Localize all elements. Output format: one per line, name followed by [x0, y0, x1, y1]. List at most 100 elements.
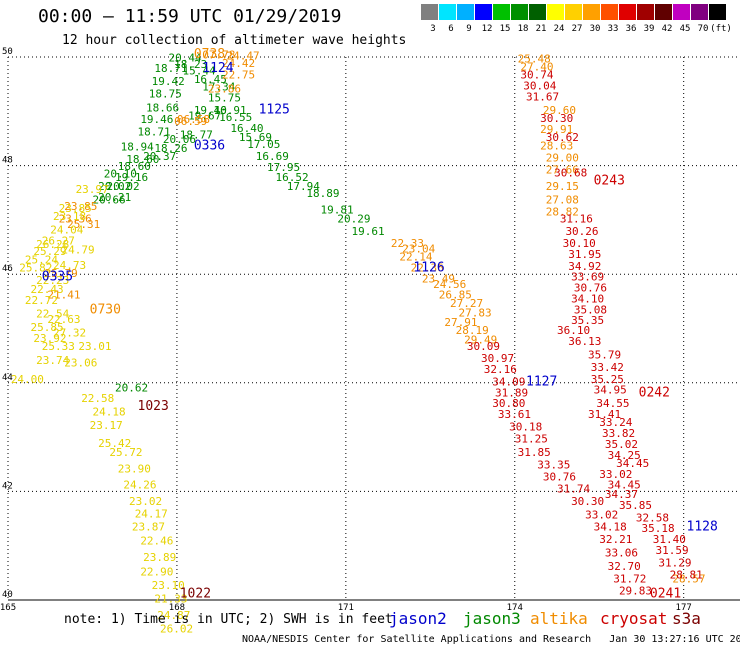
scale-swatch	[583, 4, 600, 20]
wave-height-label: 25.72	[109, 446, 142, 459]
scale-label: 33	[607, 24, 619, 34]
wave-height-label: 34.92	[568, 260, 601, 273]
wave-height-label: 19.40	[194, 104, 227, 117]
wave-height-label: 25.29	[33, 245, 66, 258]
pass-time-label: 0335	[42, 270, 73, 285]
scale-swatch	[493, 4, 510, 20]
scale-swatch	[457, 4, 474, 20]
wave-height-label: 30.76	[574, 282, 607, 295]
scale-swatch	[421, 4, 438, 20]
wave-height-label: 27.08	[546, 194, 579, 207]
credit-line: NOAA/NESDIS Center for Satellite Applica…	[242, 634, 740, 645]
scale-swatch	[547, 4, 564, 20]
wave-height-label: 32.58	[636, 511, 669, 524]
scale-swatch	[511, 4, 528, 20]
wave-height-label: 35.18	[641, 522, 674, 535]
wave-height-label: 28.82	[546, 206, 579, 219]
scale-swatch	[439, 4, 456, 20]
wave-height-label: 33.24	[599, 416, 632, 429]
wave-height-label: 28.57	[672, 573, 705, 586]
wave-height-label: 16.52	[275, 171, 308, 184]
pass-time-label: 1126	[413, 260, 444, 275]
wave-height-label: 06.58	[177, 113, 210, 126]
wave-height-label: 25.33	[42, 340, 75, 353]
scale-label: (ft)	[710, 24, 732, 34]
wave-height-label: 34.10	[571, 292, 604, 305]
wave-height-label: 27.32	[53, 327, 86, 340]
chart-title: 00:00 – 11:59 UTC 01/29/2019	[38, 6, 342, 27]
scale-label: 36	[625, 24, 637, 34]
legend-jason3: jason3	[463, 609, 521, 628]
wave-height-label: 35.79	[588, 348, 621, 361]
wave-height-label: 31.25	[515, 433, 548, 446]
wave-height-label: 23.85	[64, 200, 97, 213]
wave-height-label: 17.34	[202, 81, 235, 94]
wave-height-label: 35.85	[619, 499, 652, 512]
y-tick-label: 50	[2, 47, 13, 57]
wave-height-label: 30.30	[571, 495, 604, 508]
wave-height-label: 27.66	[546, 164, 579, 177]
y-tick-label: 46	[2, 264, 13, 274]
pass-time-label: 1127	[526, 375, 557, 390]
wave-height-label: 27.40	[520, 61, 553, 74]
scale-swatch	[565, 4, 582, 20]
pass-time-label: 1125	[259, 102, 290, 117]
wave-height-label: 20.06	[163, 133, 196, 146]
chart-subtitle: 12 hour collection of altimeter wave hei…	[62, 33, 407, 48]
pass-time-label: 1124	[202, 61, 233, 76]
wave-height-label: 22.23	[36, 274, 69, 287]
wave-height-label: 33.61	[498, 408, 531, 421]
pass-time-label: 0242	[639, 385, 670, 400]
wave-height-label: 29.15	[546, 180, 579, 193]
legend-jason2: jason2	[389, 609, 447, 628]
wave-height-label: 18.71	[138, 126, 171, 139]
wave-height-label: 26.02	[160, 623, 193, 636]
wave-height-label: 31.40	[653, 533, 686, 546]
wave-height-label: 23.10	[152, 579, 185, 592]
wave-height-label: 18.26	[154, 142, 187, 155]
wave-height-label: 22.58	[81, 392, 114, 405]
wave-height-label: 34.95	[594, 384, 627, 397]
wave-height-label: 22.63	[47, 313, 80, 326]
wave-height-label: 30.18	[509, 421, 542, 434]
wave-height-label: 31.95	[568, 248, 601, 261]
legend-altika: altika	[530, 609, 588, 628]
wave-height-label: 07.78	[202, 49, 235, 62]
wave-height-label: 06.59	[174, 115, 207, 128]
wave-height-label: 20.62	[115, 381, 148, 394]
wave-height-label: 31.74	[557, 482, 590, 495]
pass-time-label: 0738	[194, 47, 225, 62]
scale-label: 42	[661, 24, 673, 34]
wave-height-label: 33.82	[602, 427, 635, 440]
wave-height-label: 27.27	[450, 297, 483, 310]
pass-time-label: 0243	[594, 174, 625, 189]
wave-height-label: 23.36	[59, 213, 92, 226]
wave-height-label: 16.69	[256, 150, 289, 163]
x-tick-label: 174	[507, 603, 523, 613]
wave-height-label: 30.62	[546, 131, 579, 144]
wave-height-label: 30.74	[520, 69, 553, 82]
wave-height-label: 30.97	[481, 352, 514, 365]
wave-height-label: 32.70	[608, 560, 641, 573]
wave-height-label: 25.42	[98, 437, 131, 450]
wave-height-label: 25.48	[518, 52, 551, 65]
wave-height-label: 24.42	[222, 57, 255, 70]
wave-height-label: 34.55	[596, 397, 629, 410]
scale-label: 39	[643, 24, 655, 34]
scale-label: 21	[535, 24, 547, 34]
wave-height-label: 29.60	[543, 104, 576, 117]
wave-height-label: 24.00	[11, 373, 44, 386]
wave-height-label: 24.87	[157, 609, 190, 622]
wave-height-label: 31.41	[588, 408, 621, 421]
wave-height-label: 18.77	[180, 128, 213, 141]
wave-height-label: 31.89	[495, 386, 528, 399]
wave-height-label: 18.66	[146, 101, 179, 114]
wave-height-label: 34.25	[608, 449, 641, 462]
wave-height-label: 20.44	[168, 51, 201, 64]
wave-height-label: 30.76	[543, 471, 576, 484]
wave-height-label: 35.08	[574, 303, 607, 316]
wave-height-label: 18.94	[121, 140, 154, 153]
wave-height-label: 34.45	[608, 479, 641, 492]
wave-height-label: 34.37	[605, 488, 638, 501]
